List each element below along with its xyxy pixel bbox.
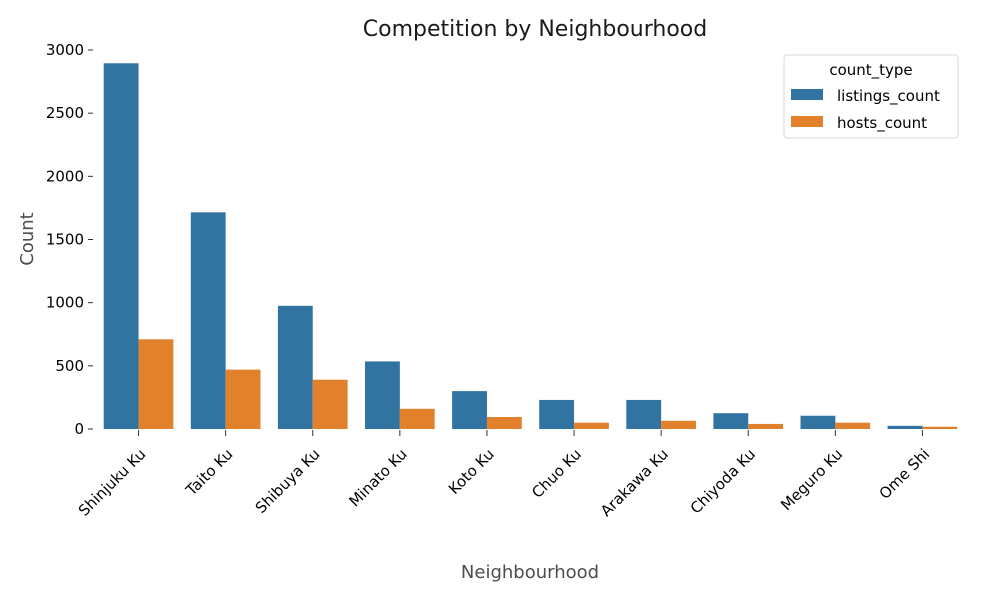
legend-frame bbox=[783, 54, 959, 139]
bars bbox=[103, 63, 958, 429]
bar-listings-count bbox=[452, 391, 487, 429]
legend: count_type listings_count hosts_count bbox=[783, 54, 959, 139]
y-tick-label: 1500 bbox=[46, 231, 84, 249]
bar-listings-count bbox=[887, 425, 923, 429]
bar-listings-count bbox=[626, 399, 662, 429]
bar-listings-count bbox=[365, 361, 400, 429]
x-tick-label: Ome Shi bbox=[876, 445, 934, 503]
bar-hosts-count bbox=[922, 426, 958, 429]
x-tick-label: Arakawa Ku bbox=[597, 445, 672, 520]
bar-listings-count bbox=[190, 212, 226, 429]
x-tick-label: Chiyoda Ku bbox=[687, 445, 759, 517]
y-axis-label: Count bbox=[17, 212, 38, 265]
y-tick-label: 2000 bbox=[46, 167, 84, 185]
x-axis-label: Neighbourhood bbox=[461, 562, 599, 583]
bar-listings-count bbox=[277, 305, 313, 429]
bar-hosts-count bbox=[399, 408, 435, 429]
y-tick-label: 1000 bbox=[46, 294, 84, 312]
bar-listings-count bbox=[539, 399, 575, 429]
x-tick-label: Shibuya Ku bbox=[252, 445, 324, 517]
legend-label-listings: listings_count bbox=[837, 87, 940, 106]
y-tick-label: 3000 bbox=[46, 41, 84, 59]
bar-hosts-count bbox=[312, 379, 348, 429]
x-tick-label: Koto Ku bbox=[445, 445, 498, 498]
bar-hosts-count bbox=[661, 420, 696, 429]
x-tick-label: Taito Ku bbox=[182, 445, 237, 500]
x-tick-label: Chuo Ku bbox=[528, 445, 585, 502]
bar-hosts-count bbox=[835, 422, 871, 429]
bar-hosts-count bbox=[138, 339, 174, 429]
bar-listings-count bbox=[103, 63, 139, 429]
y-tick-label: 2500 bbox=[46, 104, 84, 122]
bar-listings-count bbox=[800, 415, 836, 429]
y-axis: 0 500 1000 1500 2000 2500 3000 bbox=[46, 41, 93, 438]
chart-title: Competition by Neighbourhood bbox=[363, 17, 707, 42]
bar-hosts-count bbox=[574, 422, 609, 429]
x-tick-label: Minato Ku bbox=[345, 445, 410, 510]
x-tick-label: Shinjuku Ku bbox=[75, 445, 150, 520]
bar-hosts-count bbox=[486, 416, 522, 429]
bar-hosts-count bbox=[225, 369, 261, 429]
x-axis: Shinjuku Ku Taito Ku Shibuya Ku Minato Ku Ko… bbox=[75, 430, 933, 520]
bar-listings-count bbox=[713, 413, 749, 429]
legend-title: count_type bbox=[829, 61, 912, 80]
y-tick-label: 0 bbox=[74, 420, 84, 438]
x-tick-label: Meguro Ku bbox=[777, 445, 846, 514]
bar-hosts-count bbox=[748, 423, 784, 429]
legend-swatch-hosts bbox=[791, 116, 823, 127]
y-tick-label: 500 bbox=[55, 357, 84, 375]
legend-swatch-listings bbox=[791, 89, 823, 100]
legend-label-hosts: hosts_count bbox=[837, 114, 927, 133]
